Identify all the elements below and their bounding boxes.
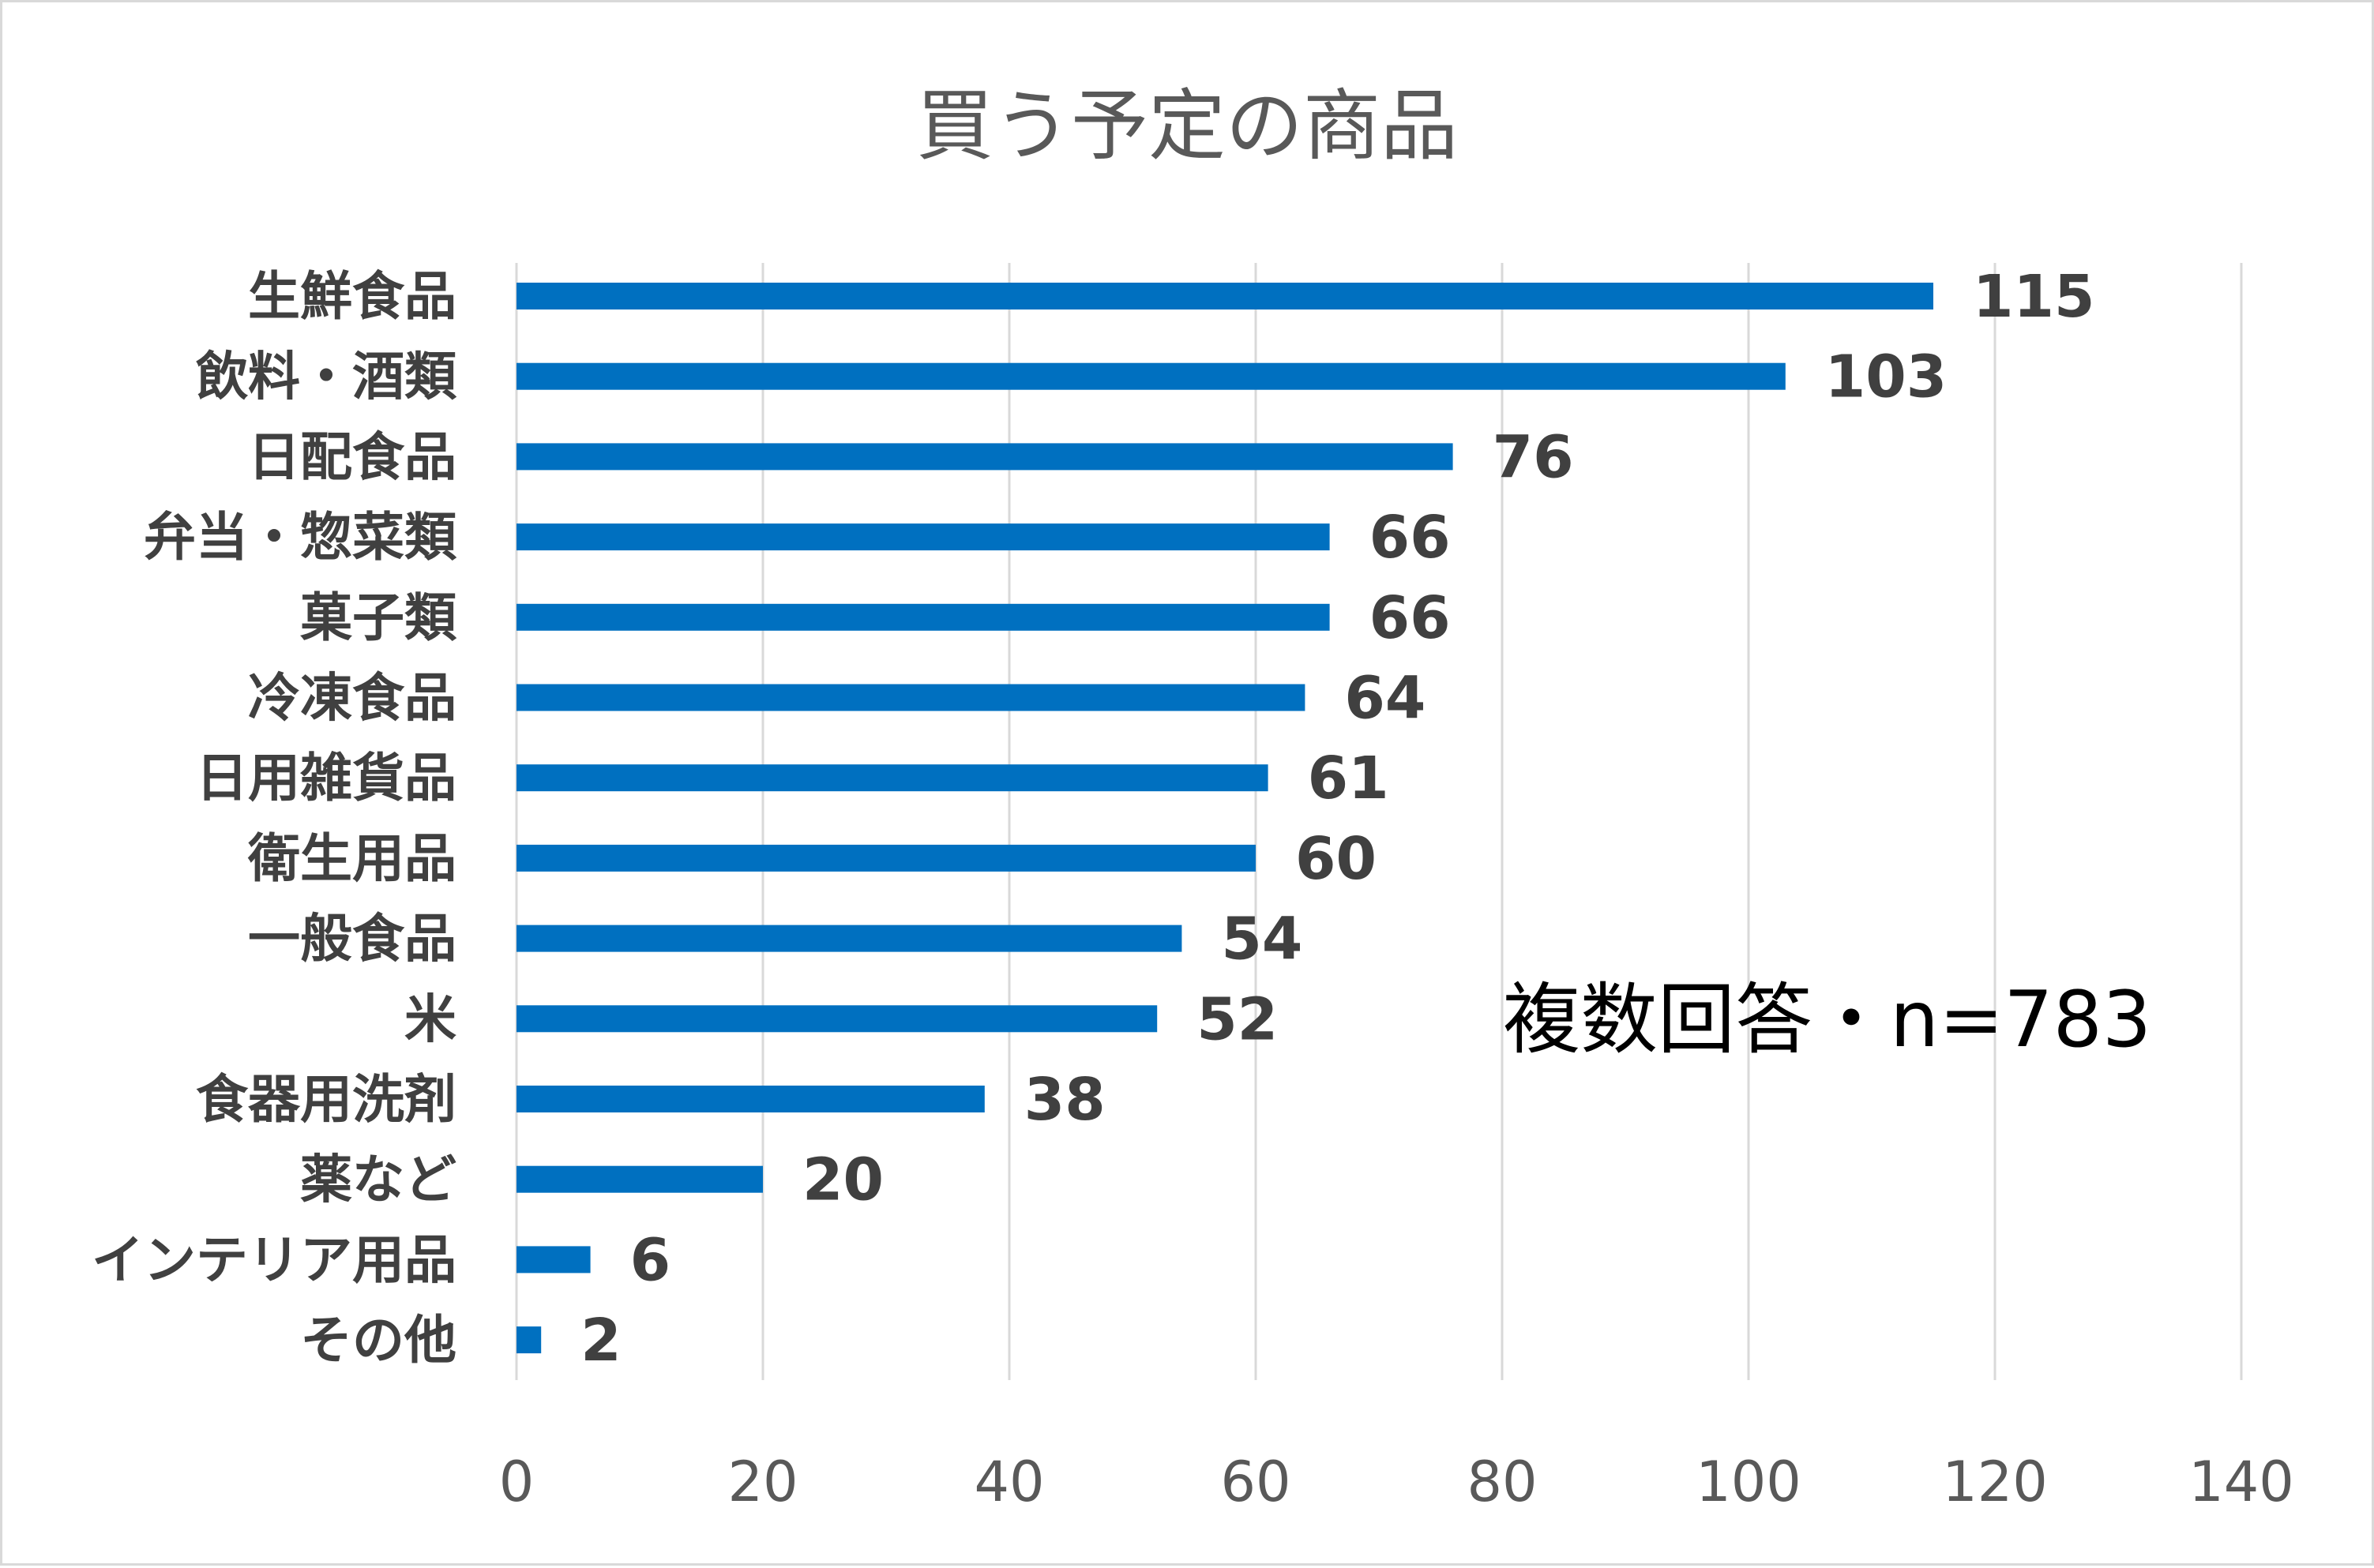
category-label-5: 冷凍食品 [248,668,456,729]
bar-3 [516,523,1330,551]
data-label-1: 103 [1825,343,1947,411]
category-label-2: 日配食品 [248,426,456,487]
category-label-13: その他 [300,1310,456,1371]
category-label-9: 米 [404,988,456,1049]
labels: 0 20 40 60 80 100 120 140 生鮮食品 115 飲料・酒類 103 日配食品 76 弁… [92,263,2294,1514]
data-label-5: 64 [1344,665,1426,733]
category-label-8: 一般食品 [248,909,456,970]
data-label-13: 2 [580,1307,622,1375]
data-label-4: 66 [1369,584,1451,652]
category-label-11: 薬など [300,1150,456,1210]
x-tick-label-60: 60 [1220,1450,1290,1514]
x-tick-label-120: 120 [1942,1450,2048,1514]
bar-2 [516,443,1453,471]
data-label-11: 20 [802,1146,884,1214]
bar-5 [516,684,1305,711]
bar-11 [516,1165,763,1193]
data-label-0: 115 [1973,263,2094,331]
data-label-6: 61 [1308,745,1389,812]
bars [516,283,1933,1354]
bar-1 [516,362,1786,390]
x-tick-label-20: 20 [727,1450,798,1514]
category-label-6: 日用雑貨品 [196,748,456,808]
category-label-3: 弁当・惣菜類 [144,507,457,568]
category-label-7: 衛生用品 [247,828,456,889]
gridlines [515,263,2243,1380]
chart-title: 買う予定の商品 [916,81,1458,171]
bar-7 [516,844,1256,872]
category-label-0: 生鮮食品 [248,266,456,327]
bar-10 [516,1086,985,1112]
bar-4 [516,603,1330,631]
x-tick-label-80: 80 [1467,1450,1537,1514]
data-label-9: 52 [1196,985,1278,1053]
bar-0 [516,283,1933,309]
bar-9 [516,1005,1158,1033]
x-tick-label-100: 100 [1696,1450,1801,1514]
bar-13 [516,1326,542,1354]
data-label-8: 54 [1221,906,1302,973]
x-tick-label-140: 140 [2188,1450,2294,1514]
bar-12 [516,1246,591,1274]
x-tick-label-0: 0 [499,1450,535,1514]
category-label-10: 食器用洗剤 [196,1069,456,1130]
data-label-12: 6 [630,1226,671,1294]
x-tick-label-40: 40 [974,1450,1044,1514]
category-label-12: インテリア用品 [92,1229,456,1290]
bar-6 [516,764,1268,792]
data-label-3: 66 [1369,504,1451,572]
data-label-7: 60 [1295,825,1377,893]
data-label-2: 76 [1493,423,1574,491]
bar-8 [516,925,1182,952]
category-label-1: 飲料・酒類 [196,347,457,407]
data-label-10: 38 [1024,1066,1106,1134]
sample-note: 複数回答・n=783 [1503,975,2151,1065]
category-label-4: 菓子類 [300,587,457,648]
